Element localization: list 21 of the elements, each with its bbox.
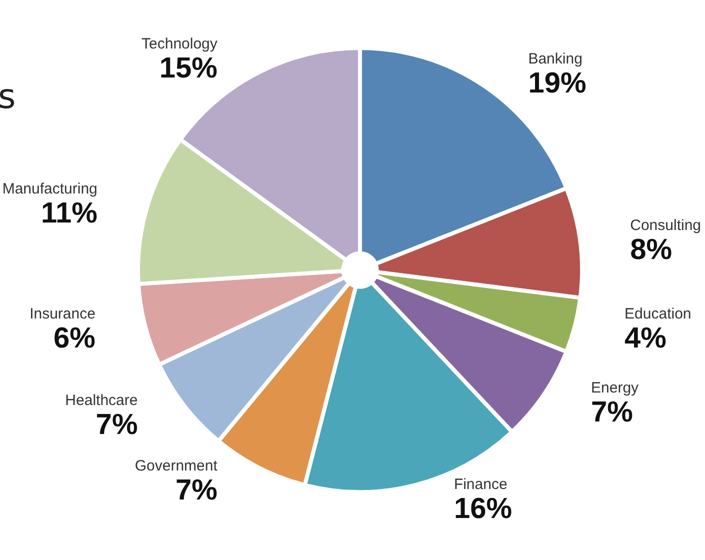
data-label: 7% bbox=[591, 396, 634, 429]
data-label: 19% bbox=[528, 67, 586, 100]
slice-label: Government bbox=[134, 458, 218, 475]
data-label: 15% bbox=[159, 52, 218, 84]
slice-label: Technology bbox=[142, 35, 218, 52]
slice-label: Healthcare bbox=[65, 392, 138, 409]
data-label: 4% bbox=[624, 322, 667, 354]
data-label: 7% bbox=[96, 408, 138, 441]
slice-label: Education bbox=[624, 305, 692, 322]
text: s bbox=[0, 77, 16, 117]
data-label: 11% bbox=[40, 197, 98, 230]
data-label: 8% bbox=[630, 234, 672, 266]
data-label: 7% bbox=[175, 474, 218, 507]
slice-label: Finance bbox=[454, 476, 508, 494]
slice-label: Energy bbox=[591, 380, 640, 397]
slice-label: Consulting bbox=[630, 216, 702, 234]
slice-label: Banking bbox=[528, 50, 582, 68]
slice-label: Insurance bbox=[30, 305, 96, 322]
data-label: 6% bbox=[54, 322, 96, 354]
data-label: 16% bbox=[454, 493, 512, 526]
slice-label: Manufacturing bbox=[2, 180, 98, 198]
